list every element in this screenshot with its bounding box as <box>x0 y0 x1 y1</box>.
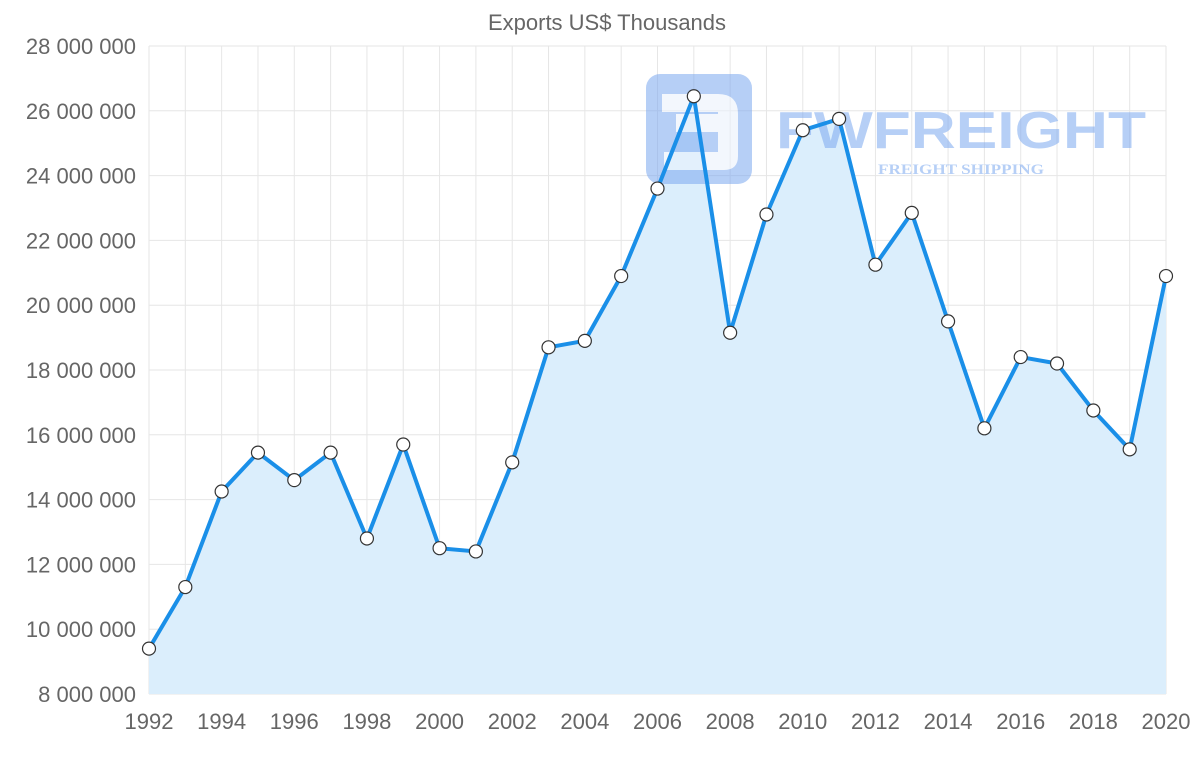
data-point[interactable] <box>1013 349 1028 365</box>
data-point[interactable] <box>759 207 774 222</box>
x-tick-label: 2006 <box>633 709 682 734</box>
x-tick-label: 2002 <box>488 709 537 734</box>
data-point[interactable] <box>323 445 338 460</box>
data-point[interactable] <box>940 314 956 329</box>
watermark-brand: FWFREIGHT <box>776 102 1146 160</box>
area-fill-layer <box>149 96 1166 695</box>
y-tick-label: 14 000 000 <box>26 488 136 513</box>
data-point[interactable] <box>541 340 556 355</box>
y-tick-label: 10 000 000 <box>26 617 136 642</box>
data-point[interactable] <box>178 579 193 595</box>
data-point[interactable] <box>868 257 883 272</box>
x-tick-label: 2012 <box>851 709 900 734</box>
y-tick-label: 20 000 000 <box>26 293 136 318</box>
data-point[interactable] <box>468 544 483 559</box>
data-point[interactable] <box>432 541 447 556</box>
watermark-tagline: FREIGHT SHIPPING <box>878 162 1044 178</box>
data-point[interactable] <box>577 333 592 348</box>
x-tick-label: 2018 <box>1069 709 1118 734</box>
series-area <box>149 96 1166 695</box>
y-tick-label: 16 000 000 <box>26 423 136 448</box>
data-point[interactable] <box>214 484 229 499</box>
y-tick-label: 28 000 000 <box>26 34 136 59</box>
data-point[interactable] <box>686 89 701 104</box>
data-point[interactable] <box>832 111 847 127</box>
data-point[interactable] <box>396 437 411 452</box>
y-axis-labels: 8 000 000 10 000 000 12 000 000 14 000 000 1… <box>26 34 136 707</box>
data-point[interactable] <box>359 531 375 546</box>
x-tick-label: 2010 <box>778 709 827 734</box>
data-point[interactable] <box>1122 442 1137 457</box>
x-tick-label: 2004 <box>560 709 609 734</box>
data-point[interactable] <box>977 421 992 436</box>
y-tick-label: 26 000 000 <box>26 99 136 124</box>
x-tick-label: 1996 <box>270 709 319 734</box>
x-tick-label: 1992 <box>125 709 174 734</box>
data-point[interactable] <box>505 455 520 470</box>
data-point[interactable] <box>1049 356 1065 371</box>
data-point[interactable] <box>795 123 810 138</box>
y-tick-label: 22 000 000 <box>26 228 136 253</box>
y-tick-label: 12 000 000 <box>26 552 136 577</box>
x-tick-label: 2008 <box>706 709 755 734</box>
data-points-layer <box>141 89 1174 656</box>
data-point[interactable] <box>287 473 302 488</box>
x-tick-label: 2000 <box>415 709 464 734</box>
data-point[interactable] <box>1158 268 1174 284</box>
chart-title: Exports US$ Thousands <box>488 10 726 35</box>
data-point[interactable] <box>650 181 665 196</box>
y-tick-label: 8 000 000 <box>38 682 136 707</box>
data-point[interactable] <box>723 325 738 340</box>
x-tick-label: 2016 <box>996 709 1045 734</box>
data-point[interactable] <box>904 205 919 220</box>
x-tick-label: 1994 <box>197 709 246 734</box>
x-tick-label: 1998 <box>342 709 391 734</box>
y-tick-label: 18 000 000 <box>26 358 136 383</box>
data-point[interactable] <box>614 268 629 284</box>
y-tick-label: 24 000 000 <box>26 164 136 189</box>
x-tick-label: 2020 <box>1142 709 1191 734</box>
data-point[interactable] <box>250 445 266 460</box>
data-point[interactable] <box>141 641 157 656</box>
data-point[interactable] <box>1086 403 1101 418</box>
x-axis-labels: 1992 1994 1996 1998 2000 2002 2004 2006 2008 2010… <box>125 709 1191 734</box>
watermark: FWFREIGHT FREIGHT SHIPPING <box>646 74 1146 184</box>
x-tick-label: 2014 <box>924 709 973 734</box>
